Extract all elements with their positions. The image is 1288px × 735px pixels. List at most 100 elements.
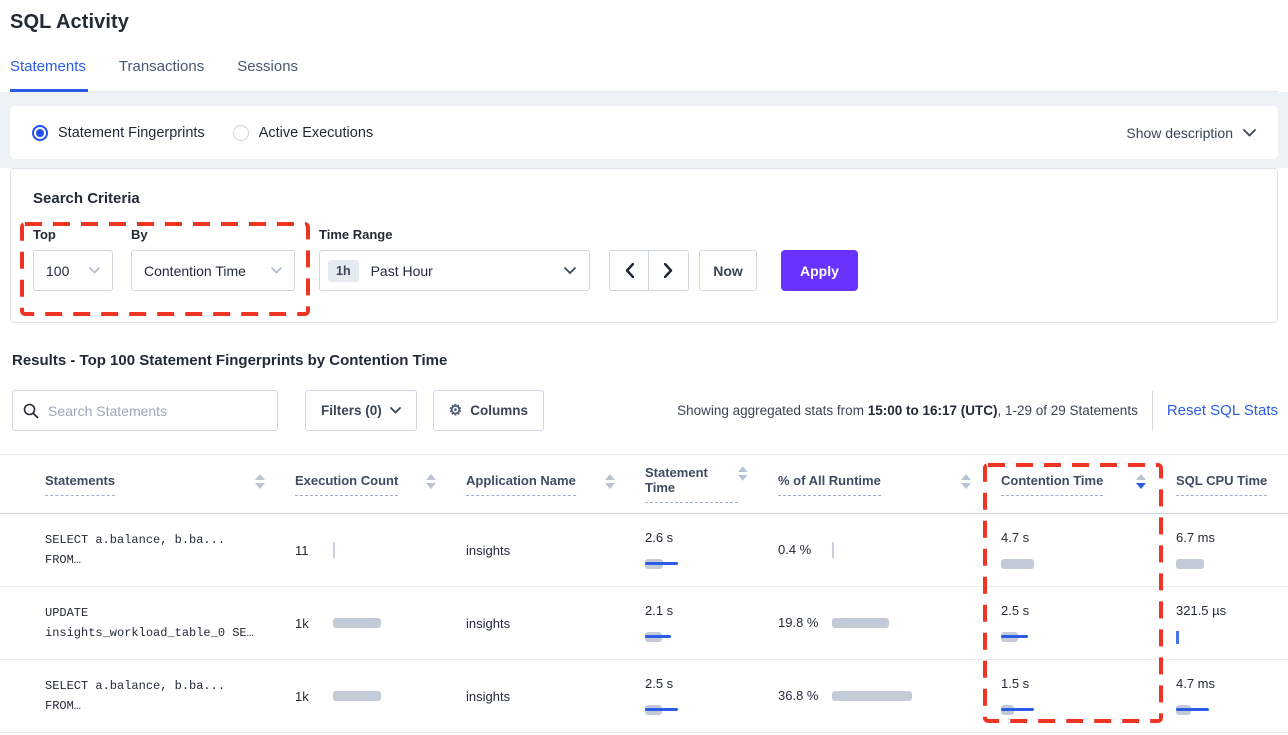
sql-cpu-time-bar <box>1176 629 1266 645</box>
statement-time-cell: 2.6 s <box>645 528 778 571</box>
now-button[interactable]: Now <box>699 250 757 291</box>
table-header-row: Statements Execution Count Application N… <box>0 454 1288 514</box>
radio-statement-fingerprints[interactable]: Statement Fingerprints <box>32 124 205 141</box>
statement-link[interactable]: SELECT a.balance, b.ba... FROM… <box>45 678 226 713</box>
sql-cpu-time-cell: 6.7 ms <box>1176 528 1288 571</box>
stats-summary: Showing aggregated stats from 15:00 to 1… <box>677 403 1138 418</box>
chevron-left-icon <box>625 263 634 278</box>
pct-runtime-bar <box>832 688 952 704</box>
chevron-down-icon <box>1243 128 1256 137</box>
statements-table: Statements Execution Count Application N… <box>0 454 1288 733</box>
statement-time-cell: 2.5 s <box>645 674 778 717</box>
top-select[interactable]: 100 <box>33 250 113 291</box>
sort-icon[interactable] <box>426 473 436 489</box>
chevron-down-icon <box>89 267 100 274</box>
columns-button-label: Columns <box>470 403 528 418</box>
statement-time-bar <box>645 702 735 718</box>
contention-time-bar <box>1001 556 1091 572</box>
application-name-cell: insights <box>466 542 511 558</box>
execution-count-cell: 1k <box>295 615 466 631</box>
statement-time-cell: 2.1 s <box>645 601 778 644</box>
reset-sql-stats-link[interactable]: Reset SQL Stats <box>1166 402 1278 419</box>
application-name-cell: insights <box>466 615 511 631</box>
radio-selected-icon <box>32 124 48 141</box>
table-row[interactable]: UPDATE insights_workload_table_0 SE… 1k i… <box>0 587 1288 660</box>
execution-count-cell: 11 <box>295 542 466 558</box>
results-heading: Results - Top 100 Statement Fingerprints… <box>12 352 448 369</box>
tab-statements[interactable]: Statements <box>10 58 88 92</box>
execution-count-bar <box>332 615 423 631</box>
filters-button-label: Filters (0) <box>321 403 382 418</box>
top-label: Top <box>33 227 56 242</box>
contention-time-cell: 4.7 s <box>1001 528 1176 571</box>
chevron-down-icon <box>564 266 576 274</box>
time-range-select[interactable]: 1h Past Hour <box>319 250 590 291</box>
application-name-cell: insights <box>466 688 511 704</box>
execution-count-cell: 1k <box>295 688 466 704</box>
column-header-contention-time[interactable]: Contention Time <box>1001 473 1176 496</box>
by-select-value: Contention Time <box>144 262 246 279</box>
contention-time-cell: 1.5 s <box>1001 674 1176 717</box>
sort-icon-active-desc[interactable] <box>1136 473 1146 489</box>
column-header-statement-time[interactable]: Statement Time <box>645 465 778 503</box>
search-statements-input[interactable] <box>48 402 248 419</box>
show-description-label: Show description <box>1126 124 1233 141</box>
chevron-down-icon <box>271 267 282 274</box>
time-range-badge: 1h <box>328 259 359 282</box>
time-range-label: Time Range <box>319 227 393 242</box>
sort-icon[interactable] <box>255 473 265 489</box>
pct-runtime-cell: 19.8 % <box>778 612 1001 634</box>
sort-icon[interactable] <box>961 473 971 489</box>
pct-runtime-bar <box>832 615 952 631</box>
table-row[interactable]: SELECT a.balance, b.ba... FROM… 1k insigh… <box>0 660 1288 733</box>
chevron-down-icon <box>389 407 401 414</box>
time-range-next-button[interactable] <box>649 251 688 290</box>
time-range-prev-button[interactable] <box>610 251 649 290</box>
stats-summary-range: 15:00 to 16:17 (UTC) <box>867 403 998 418</box>
time-range-value: Past Hour <box>370 262 433 279</box>
statement-time-bar <box>645 629 735 645</box>
filters-button[interactable]: Filters (0) <box>305 390 417 431</box>
view-toggle-group: Statement Fingerprints Active Executions <box>32 124 374 141</box>
table-row[interactable]: SELECT a.balance, b.ba... FROM… 11 insigh… <box>0 514 1288 587</box>
pct-runtime-bar <box>832 542 952 558</box>
radio-active-executions-label: Active Executions <box>258 124 374 141</box>
column-header-application-name[interactable]: Application Name <box>466 473 645 496</box>
view-toggle-band: Statement Fingerprints Active Executions… <box>0 106 1288 159</box>
column-header-sql-cpu-time[interactable]: SQL CPU Time <box>1176 473 1288 496</box>
column-header-pct-runtime[interactable]: % of All Runtime <box>778 473 1001 496</box>
section-gap <box>0 92 1288 106</box>
page-title: SQL Activity <box>10 11 130 33</box>
pct-runtime-cell: 0.4 % <box>778 539 1001 561</box>
execution-count-bar <box>332 688 423 704</box>
tab-sessions[interactable]: Sessions <box>237 58 299 75</box>
tab-transactions[interactable]: Transactions <box>118 58 205 75</box>
execution-count-bar <box>332 542 423 558</box>
column-header-statements[interactable]: Statements <box>45 473 295 496</box>
radio-unselected-icon <box>232 124 249 141</box>
radio-active-executions[interactable]: Active Executions <box>232 124 374 141</box>
pct-runtime-cell: 36.8 % <box>778 685 1001 707</box>
contention-time-bar <box>1001 702 1091 718</box>
search-statements-box <box>12 390 278 431</box>
search-criteria-title: Search Criteria <box>33 190 140 207</box>
top-select-value: 100 <box>46 262 70 279</box>
by-label: By <box>131 227 148 242</box>
radio-statement-fingerprints-label: Statement Fingerprints <box>58 124 205 141</box>
by-select[interactable]: Contention Time <box>131 250 295 291</box>
show-description-toggle[interactable]: Show description <box>1126 125 1256 141</box>
gear-icon: ⚙ <box>448 402 463 419</box>
sort-icon[interactable] <box>605 473 615 489</box>
search-criteria-controls: Top 100 By Contention Time Time Range 1h… <box>33 227 1255 291</box>
apply-button[interactable]: Apply <box>781 250 858 291</box>
chevron-right-icon <box>664 263 673 278</box>
statement-time-bar <box>645 556 735 572</box>
statement-link[interactable]: SELECT a.balance, b.ba... FROM… <box>45 532 226 567</box>
section-gap <box>0 159 1288 168</box>
columns-button[interactable]: ⚙ Columns <box>432 390 544 431</box>
sort-icon[interactable] <box>738 466 748 481</box>
app-header: SQL Activity Statements Transactions Ses… <box>0 0 1288 92</box>
column-header-execution-count[interactable]: Execution Count <box>295 473 466 496</box>
time-range-arrows <box>609 250 689 291</box>
statement-link[interactable]: UPDATE insights_workload_table_0 SE… <box>45 605 254 640</box>
